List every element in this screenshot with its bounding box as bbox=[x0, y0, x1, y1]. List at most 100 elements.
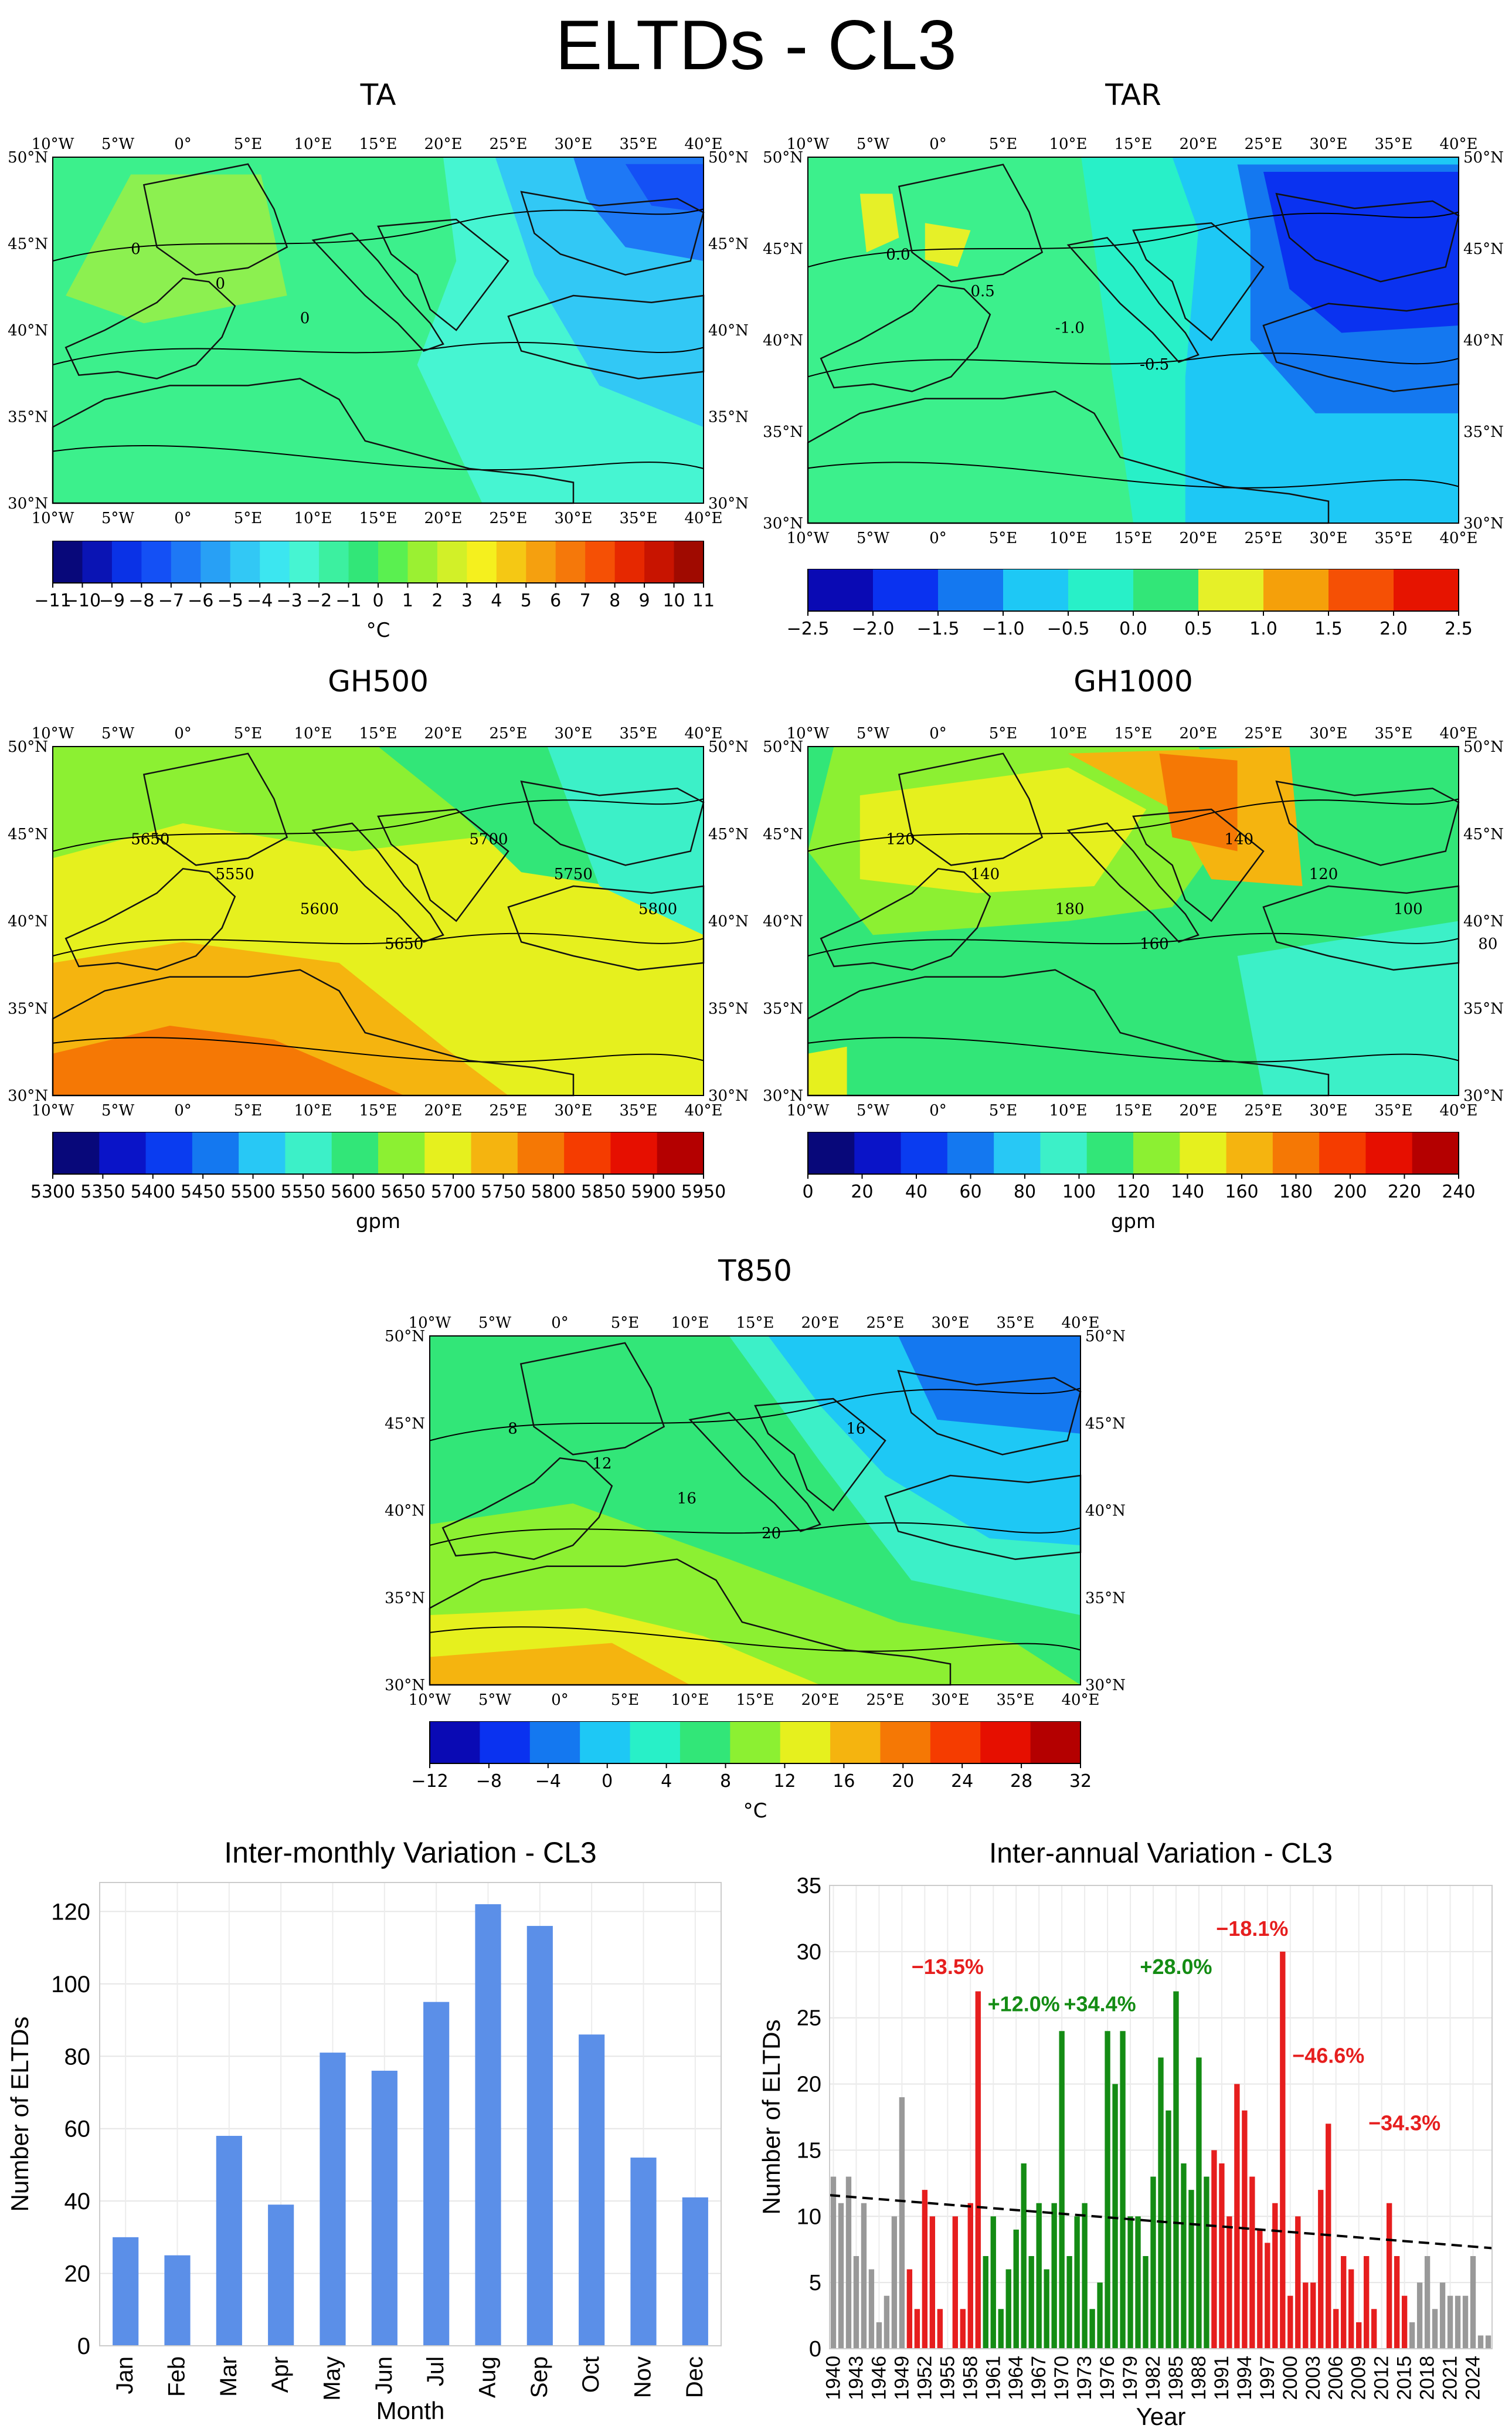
tar-lon-label-top: 35°E bbox=[1374, 135, 1412, 153]
tar-colorbar-tick-label: 1.5 bbox=[1314, 619, 1343, 639]
annual-bar bbox=[990, 2216, 996, 2349]
annual-bar bbox=[1013, 2229, 1019, 2349]
t850-lat-label-right: 35°N bbox=[1085, 1589, 1126, 1607]
t850-colorbar-swatch bbox=[1030, 1721, 1081, 1763]
gh1000-colorbar-unit: gpm bbox=[1111, 1210, 1156, 1233]
gh1000-coastline bbox=[1132, 808, 1265, 922]
t850-colorbar-swatch bbox=[730, 1721, 781, 1763]
tar-lat-label-right: 40°N bbox=[1463, 332, 1504, 350]
gh500-colorbar-tick-label: 5750 bbox=[481, 1182, 525, 1202]
tar-colorbar-swatch bbox=[873, 569, 939, 611]
t850-contour-line bbox=[429, 1626, 1081, 1652]
gh500-colorbar: 5300 5350 5400 5450 5500 5550 5600 5650 5700 5750… bbox=[30, 1132, 726, 1233]
annual-bar bbox=[1432, 2309, 1438, 2349]
monthly-chart: Inter-monthly Variation - CL3 0 20 40 60 80 10… bbox=[6, 1836, 722, 2424]
annual-x-tick-label: 2000 bbox=[1279, 2356, 1302, 2400]
gh1000-colorbar-tick-label: 0 bbox=[802, 1182, 813, 1202]
monthly-bar bbox=[164, 2255, 191, 2346]
tar-lon-label-top: 30°E bbox=[1309, 135, 1347, 153]
annual-bar bbox=[1477, 2335, 1484, 2349]
tar-lon-label-bottom: 20°E bbox=[1179, 530, 1217, 547]
gh500-colorbar-swatch bbox=[564, 1132, 611, 1174]
t850-contour-label: 20 bbox=[762, 1525, 781, 1542]
t850-coastline bbox=[441, 1457, 613, 1561]
gh500-colorbar-swatch bbox=[471, 1132, 518, 1174]
gh1000-lat-label-left: 50°N bbox=[763, 738, 803, 756]
annual-bar bbox=[1135, 2216, 1141, 2349]
gh500-map-title: GH500 bbox=[328, 664, 429, 698]
annual-bar bbox=[952, 2216, 958, 2349]
ta-lat-label-left: 50°N bbox=[8, 149, 48, 167]
t850-lon-label-top: 10°W bbox=[409, 1314, 451, 1332]
gh1000-lon-label-top: 0° bbox=[929, 725, 947, 742]
gh1000-contour-label: 180 bbox=[1055, 901, 1085, 918]
monthly-bar bbox=[526, 1926, 553, 2346]
ta-colorbar-tick-label: 8 bbox=[609, 591, 620, 611]
gh500-contour-label: 5800 bbox=[638, 901, 677, 918]
tar-lon-label-top: 5°W bbox=[857, 135, 890, 153]
tar-colorbar-tick-label: −0.5 bbox=[1047, 619, 1090, 639]
annual-x-tick-label: 1946 bbox=[868, 2356, 890, 2400]
t850-lon-label-top: 40°E bbox=[1061, 1314, 1099, 1332]
gh1000-colorbar-swatch bbox=[1040, 1132, 1088, 1174]
annual-x-tick-label: 1970 bbox=[1051, 2356, 1073, 2400]
gh500-lat-label-right: 50°N bbox=[708, 738, 749, 756]
ta-contour-label: 0 bbox=[216, 275, 226, 293]
gh500-colorbar-tick-label: 5700 bbox=[431, 1182, 475, 1202]
gh500-colorbar-tick-label: 5300 bbox=[30, 1182, 75, 1202]
annual-x-tick-label: 1991 bbox=[1211, 2356, 1233, 2400]
tar-colorbar-group: −2.5 −2.0 −1.5 −1.0 −0.5 0.0 0.5 1.0 1.5 2.0 2.5 bbox=[787, 569, 1473, 639]
tar-coastline bbox=[820, 284, 991, 392]
gh500-colorbar-swatch bbox=[145, 1132, 193, 1174]
gh500-contour-label: 5650 bbox=[385, 935, 423, 953]
t850-colorbar-tick-label: −4 bbox=[535, 1771, 561, 1792]
annual-bar bbox=[1439, 2282, 1446, 2349]
ta-colorbar-group: −11−10−9 −8 −7 −6 −5 −4 −3 −2 −1 0 1 2 3 4 5 6 7 8 9 10 11°C bbox=[34, 541, 715, 642]
gh1000-colorbar-tick-label: 240 bbox=[1442, 1182, 1475, 1202]
t850-colorbar-group: −12 −8 −4 0 4 8 12 16 20 24 28 32 °C bbox=[411, 1721, 1092, 1823]
gh1000-colorbar-tick-label: 100 bbox=[1062, 1182, 1096, 1202]
chart-panels: Inter-monthly Variation - CL3 0 20 40 60 80 10… bbox=[6, 1836, 1493, 2430]
ta-colorbar-swatch bbox=[526, 541, 556, 583]
ta-field-band bbox=[66, 174, 287, 324]
gh1000-coastline bbox=[898, 752, 1044, 866]
ta-colorbar-tick-label: −4 bbox=[247, 591, 273, 611]
tar-colorbar-tick-label: 0.5 bbox=[1184, 619, 1212, 639]
gh1000-coastline bbox=[820, 867, 991, 971]
annual-bar bbox=[1181, 2163, 1187, 2349]
ta-lon-label-top: 30°E bbox=[554, 135, 592, 153]
ta-coastline bbox=[52, 378, 575, 504]
annual-x-tick-label: 1955 bbox=[936, 2356, 959, 2400]
gh1000-lon-label-bottom: 20°E bbox=[1179, 1102, 1217, 1120]
annual-y-tick-label: 20 bbox=[797, 2073, 821, 2097]
t850-lon-label-bottom: 0° bbox=[551, 1691, 569, 1709]
gh1000-lon-label-bottom: 10°E bbox=[1049, 1102, 1087, 1120]
annual-plot-frame bbox=[829, 1885, 1493, 2349]
gh1000-coastline bbox=[807, 969, 1330, 1097]
ta-colorbar-tick-label: −6 bbox=[188, 591, 213, 611]
t850-contour-label: 16 bbox=[677, 1490, 696, 1508]
ta-colorbar-tick-label: 4 bbox=[491, 591, 502, 611]
gh1000-map-plot: 120 140 180 160 140 120 100 80 10°W 10°W 5°W 5°W 0° 0… bbox=[763, 725, 1504, 1120]
monthly-bar bbox=[423, 2002, 450, 2346]
gh1000-lon-label-bottom: 30°E bbox=[1309, 1102, 1347, 1120]
tar-lat-label-right: 35°N bbox=[1463, 423, 1504, 441]
ta-colorbar-tick-label: 11 bbox=[692, 591, 715, 611]
tar-coastline bbox=[1066, 236, 1200, 363]
monthly-y-tick-label: 40 bbox=[64, 2189, 91, 2214]
gh1000-colorbar-swatch bbox=[808, 1132, 855, 1174]
t850-lat-label-left: 50°N bbox=[385, 1328, 425, 1345]
annual-bar bbox=[1059, 2031, 1065, 2349]
gh500-colorbar-swatch bbox=[610, 1132, 658, 1174]
ta-colorbar-tick-label: 6 bbox=[550, 591, 561, 611]
tar-colorbar-swatch bbox=[808, 569, 874, 611]
gh500-lon-label-bottom: 10°W bbox=[32, 1102, 74, 1120]
gh1000-lat-label-right: 35°N bbox=[1463, 1000, 1504, 1017]
monthly-y-tick-label: 20 bbox=[64, 2261, 91, 2287]
gh500-colorbar-tick-label: 5400 bbox=[131, 1182, 175, 1202]
ta-coastline bbox=[520, 191, 705, 276]
tar-colorbar-tick-label: −2.5 bbox=[787, 619, 830, 639]
tar-map-plot: 0.0 0.5 -1.0 -0.5 10°W 10°W 5°W 5°W 0° 0° 5°E 5°E 10… bbox=[763, 135, 1504, 547]
gh500-colorbar-tick-label: 5500 bbox=[230, 1182, 275, 1202]
annual-bar bbox=[1333, 2309, 1339, 2349]
